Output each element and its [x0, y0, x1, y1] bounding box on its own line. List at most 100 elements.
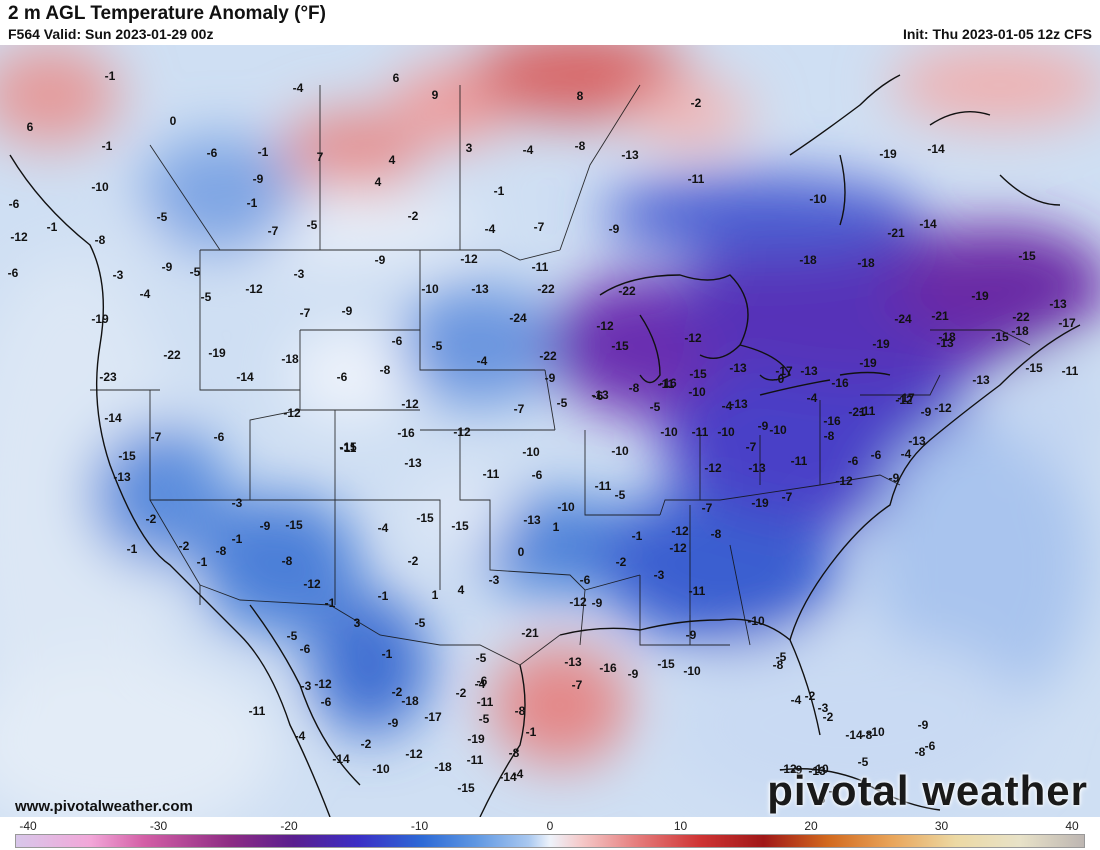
- anomaly-value-label: -12: [569, 595, 587, 609]
- anomaly-value-label: -9: [889, 471, 900, 485]
- anomaly-value-label: -13: [972, 373, 990, 387]
- anomaly-value-label: -15: [991, 330, 1009, 344]
- anomaly-value-label: 7: [317, 150, 324, 164]
- anomaly-value-label: -1: [382, 647, 393, 661]
- anomaly-value-label: -12: [671, 524, 689, 538]
- anomaly-value-label: -12: [835, 474, 853, 488]
- anomaly-value-label: -10: [683, 664, 701, 678]
- anomaly-value-label: -15: [657, 657, 675, 671]
- anomaly-value-label: -4: [293, 81, 304, 95]
- anomaly-value-label: -14: [845, 728, 863, 742]
- anomaly-value-label: -10: [372, 762, 390, 776]
- anomaly-value-label: -23: [99, 370, 117, 384]
- anomaly-field: [0, 45, 1100, 817]
- anomaly-value-label: -12: [895, 393, 913, 407]
- anomaly-value-label: -9: [260, 519, 271, 533]
- anomaly-value-label: -19: [879, 147, 897, 161]
- anomaly-value-label: -10: [867, 725, 885, 739]
- anomaly-value-label: -9: [388, 716, 399, 730]
- anomaly-value-label: -13: [591, 388, 609, 402]
- anomaly-value-label: -10: [557, 500, 575, 514]
- anomaly-value-label: -2: [361, 737, 372, 751]
- anomaly-value-label: -6: [207, 146, 218, 160]
- anomaly-value-label: -18: [281, 352, 299, 366]
- anomaly-value-label: -11: [791, 454, 808, 468]
- anomaly-value-label: -6: [815, 792, 826, 806]
- anomaly-value-label: -12: [704, 461, 722, 475]
- colorbar: -40 -30 -20 -10 0 10 20 30 40: [0, 817, 1100, 850]
- anomaly-value-label: -13: [523, 513, 541, 527]
- anomaly-value-label: -15: [339, 440, 357, 454]
- anomaly-value-label: -10: [717, 425, 735, 439]
- anomaly-value-label: -4: [378, 521, 389, 535]
- anomaly-value-label: -16: [831, 376, 849, 390]
- anomaly-value-label: -8: [824, 429, 835, 443]
- anomaly-map[interactable]: -1 -4 6 9 8 0 6 -1 -6 -1 7 4 4 3 -4 -1 -10 -9 -1 -5 -7 -5 -2 -4…: [0, 45, 1100, 817]
- anomaly-value-label: -1: [232, 532, 243, 546]
- anomaly-value-label: -10: [747, 614, 765, 628]
- anomaly-value-label: -13: [808, 764, 826, 778]
- anomaly-value-label: -12: [779, 762, 797, 776]
- anomaly-value-label: -1: [247, 196, 258, 210]
- anomaly-value-label: -10: [91, 180, 109, 194]
- anomaly-value-label: -0: [774, 372, 785, 386]
- anomaly-value-label: -6: [532, 468, 543, 482]
- anomaly-value-label: -3: [818, 701, 829, 715]
- anomaly-value-label: -12: [245, 282, 263, 296]
- anomaly-value-label: -18: [401, 694, 419, 708]
- anomaly-value-label: -13: [621, 148, 639, 162]
- anomaly-value-label: -6: [337, 370, 348, 384]
- anomaly-value-label: -11: [483, 467, 500, 481]
- anomaly-value-label: -8: [509, 746, 520, 760]
- anomaly-value-label: -12: [460, 252, 478, 266]
- boundaries: [90, 84, 1031, 666]
- anomaly-value-label: -1: [105, 69, 116, 83]
- anomaly-value-label: -19: [208, 346, 226, 360]
- anomaly-value-label: -5: [190, 265, 201, 279]
- anomaly-value-label: -5: [557, 396, 568, 410]
- anomaly-value-label: -9: [545, 371, 556, 385]
- anomaly-value-label: 8: [577, 89, 584, 103]
- anomaly-value-label: -9: [792, 763, 803, 777]
- anomaly-value-label: -3: [301, 679, 312, 693]
- anomaly-value-label: -7: [514, 402, 525, 416]
- anomaly-value-label: -10: [769, 423, 787, 437]
- anomaly-value-label: -4: [513, 767, 524, 781]
- anomaly-value-label: -18: [857, 256, 875, 270]
- anomaly-value-label: -17: [1058, 316, 1076, 330]
- anomaly-value-label: -21: [848, 405, 866, 419]
- anomaly-value-label: -3: [489, 573, 500, 587]
- anomaly-value-label: -6: [580, 573, 591, 587]
- anomaly-value-label: -5: [829, 784, 840, 798]
- anomaly-value-label: -15: [1018, 249, 1036, 263]
- anomaly-value-label: -15: [451, 519, 469, 533]
- anomaly-value-label: -8: [515, 704, 526, 718]
- anomaly-value-label: -4: [295, 729, 306, 743]
- anomaly-value-label: 4: [458, 583, 465, 597]
- anomaly-value-label: -7: [268, 224, 279, 238]
- anomaly-value-label: -13: [908, 434, 926, 448]
- anomaly-value-label: 9: [432, 88, 439, 102]
- anomaly-value-label: -6: [848, 454, 859, 468]
- anomaly-value-label: -16: [599, 661, 617, 675]
- anomaly-labels: -1-469 806-1 -6 -1 7 443 -4-1-10-9-1-5-7 -5-2-4…: [8, 69, 1079, 806]
- anomaly-value-label: -11: [859, 404, 876, 418]
- anomaly-value-label: -12: [10, 230, 28, 244]
- anomaly-value-label: -4: [791, 693, 802, 707]
- anomaly-value-label: -18: [938, 330, 956, 344]
- anomaly-value-label: -19: [751, 496, 769, 510]
- anomaly-value-label: -2: [805, 689, 816, 703]
- anomaly-value-label: -2: [616, 555, 627, 569]
- anomaly-value-label: -12: [453, 425, 471, 439]
- website-url[interactable]: www.pivotalweather.com: [15, 798, 193, 815]
- anomaly-value-label: -3: [654, 568, 665, 582]
- anomaly-value-label: 4: [389, 153, 396, 167]
- anomaly-value-label: -7: [782, 490, 793, 504]
- anomaly-value-label: -9: [592, 596, 603, 610]
- anomaly-value-label: 3: [466, 141, 473, 155]
- anomaly-value-label: -8: [575, 139, 586, 153]
- anomaly-value-label: -18: [434, 760, 452, 774]
- anomaly-value-label: -1: [197, 555, 208, 569]
- anomaly-value-label: -5: [307, 218, 318, 232]
- anomaly-value-label: -19: [91, 312, 109, 326]
